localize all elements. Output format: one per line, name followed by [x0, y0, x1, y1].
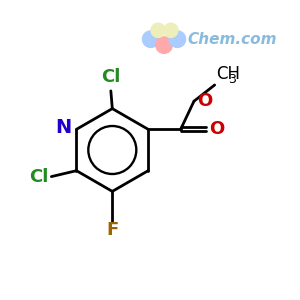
Circle shape [164, 23, 178, 38]
Text: F: F [106, 221, 118, 239]
Text: Chem.com: Chem.com [188, 32, 277, 47]
Circle shape [151, 23, 165, 38]
Text: O: O [209, 120, 225, 138]
Text: 3: 3 [229, 73, 236, 86]
Circle shape [169, 31, 186, 47]
Text: CH: CH [216, 65, 240, 83]
Text: Cl: Cl [101, 68, 121, 86]
Text: N: N [55, 118, 71, 137]
Text: O: O [197, 92, 213, 110]
Text: Cl: Cl [29, 168, 48, 186]
Circle shape [142, 31, 159, 47]
Circle shape [156, 37, 172, 53]
